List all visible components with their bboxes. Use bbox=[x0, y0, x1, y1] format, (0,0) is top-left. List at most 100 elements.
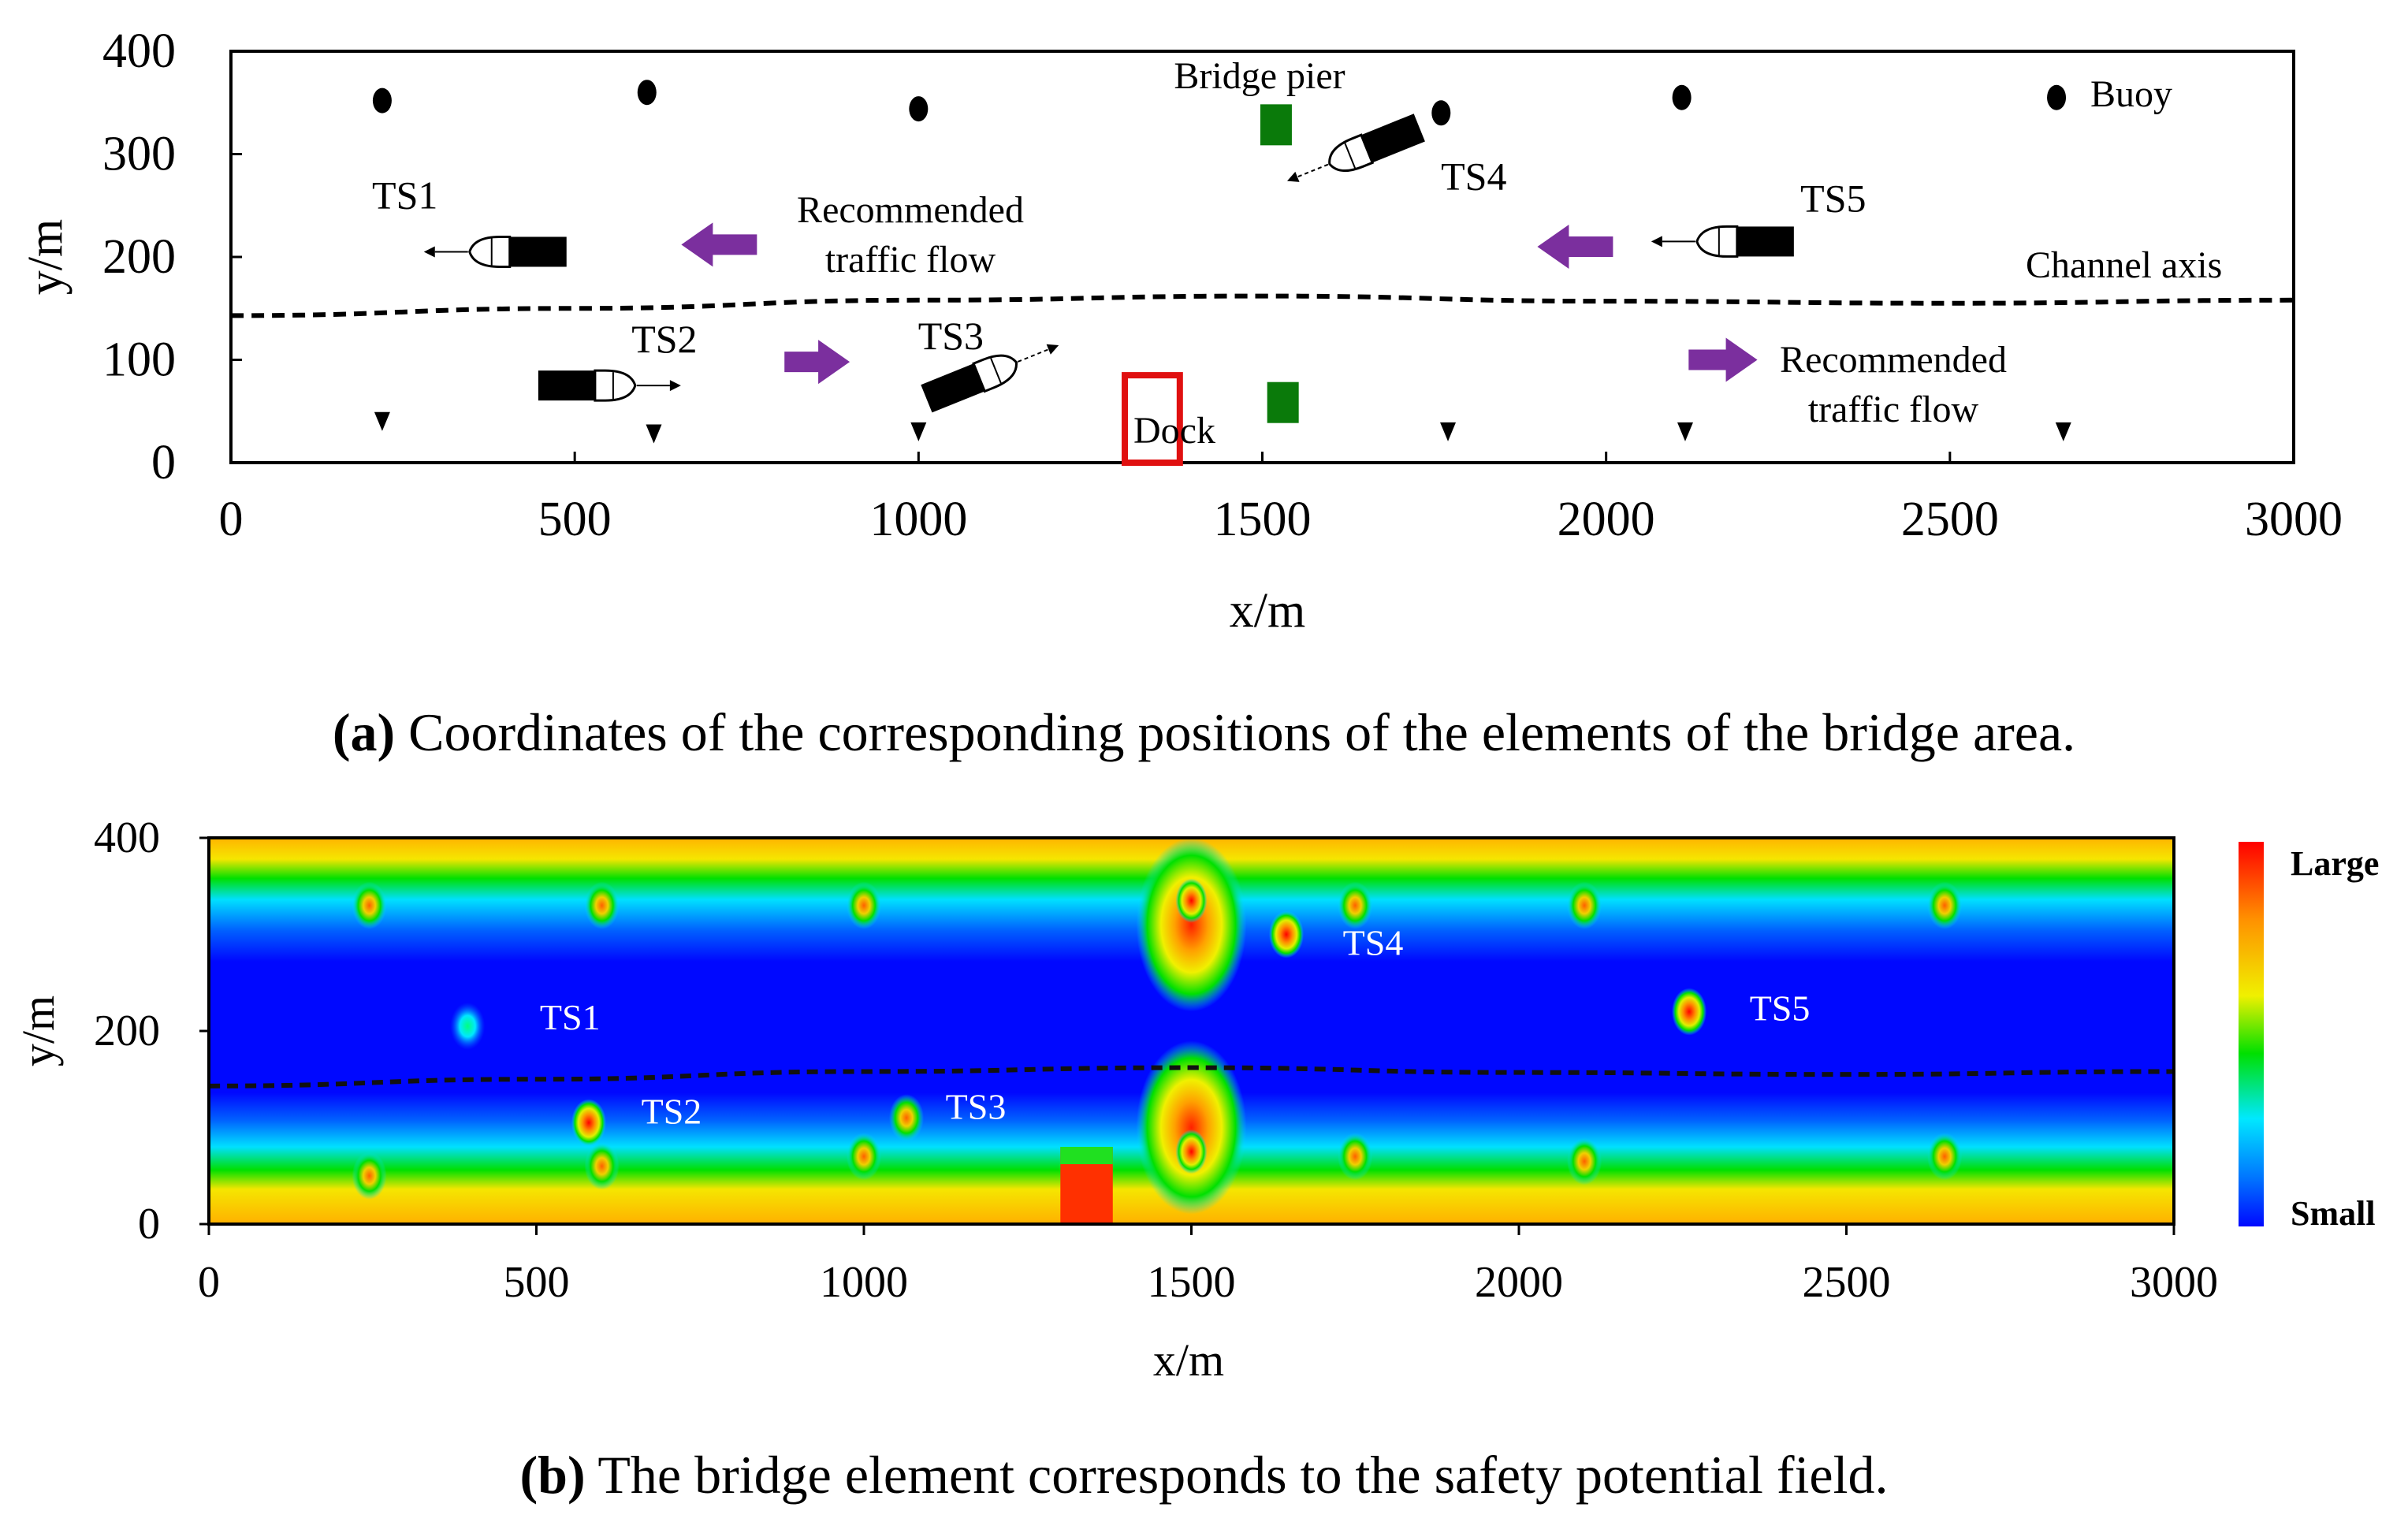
ship-label-b: TS3 bbox=[946, 1086, 1007, 1126]
x-tick-label-b: 1000 bbox=[820, 1258, 908, 1307]
buoy-hotspot bbox=[1338, 881, 1373, 929]
buoy-hotspot bbox=[1927, 1133, 1963, 1181]
recommended-flow-lower-line1: Recommended bbox=[1780, 339, 2007, 381]
y-tick-label-b: 400 bbox=[94, 813, 160, 862]
caption-a-letter: (a) bbox=[332, 702, 396, 762]
panel-a-chart: 0 500 1000 1500 2000 2500 3000 0 100 200 300 400 TS… bbox=[19, 24, 2343, 638]
y-tick-label-a: 400 bbox=[102, 24, 176, 78]
ship-heading-arrowhead bbox=[669, 380, 681, 392]
y-tick-label-a: 100 bbox=[102, 333, 176, 387]
x-tick-label-a: 3000 bbox=[2245, 493, 2343, 546]
ship-bow-line bbox=[1344, 143, 1357, 169]
channel-axis-line-b bbox=[209, 1065, 2174, 1089]
caption-b-text: The bridge element corresponds to the sa… bbox=[597, 1445, 1889, 1505]
buoy-triangle bbox=[646, 424, 662, 444]
buoy-hotspot bbox=[1338, 1133, 1373, 1181]
y-tick-label-a: 0 bbox=[151, 436, 176, 489]
ship-hotspot-ts5 bbox=[1672, 988, 1707, 1036]
ship-hull bbox=[509, 236, 567, 267]
buoy-hotspot bbox=[1567, 1137, 1602, 1185]
bridge-pier-label: Bridge pier bbox=[1174, 55, 1345, 97]
ship-bow bbox=[1695, 225, 1739, 258]
ship-heading-arrowhead bbox=[1046, 344, 1059, 355]
ship-bow-line bbox=[990, 358, 1002, 384]
buoy-triangle bbox=[910, 422, 927, 441]
x-tick-label-b: 3000 bbox=[2130, 1258, 2218, 1307]
ship-bow bbox=[468, 235, 512, 268]
panel-a-ships: TS1 TS2 TS3 TS4 TS5 bbox=[372, 114, 1866, 413]
caption-a: (a) Coordinates of the corresponding pos… bbox=[0, 702, 2408, 764]
ship-heading-line bbox=[1017, 348, 1049, 363]
ship-label: TS1 bbox=[372, 173, 437, 217]
buoy-hotspot bbox=[1567, 881, 1602, 929]
ship-heading-arrowhead bbox=[1286, 171, 1300, 182]
x-tick-label-b: 500 bbox=[504, 1258, 570, 1307]
recommended-flow-lower-line2: traffic flow bbox=[1808, 389, 1979, 430]
panel-b-axes: 0 500 1000 1500 2000 2500 3000 0 200 400 bbox=[94, 813, 2218, 1307]
caption-a-text: Coordinates of the corresponding positio… bbox=[408, 702, 2076, 762]
buoy-hotspot bbox=[352, 1152, 387, 1200]
caption-b-letter: (b) bbox=[519, 1445, 586, 1505]
ship-heading-arrowhead bbox=[423, 246, 435, 258]
buoy-triangle bbox=[2055, 422, 2071, 441]
x-axis-label-b: x/m bbox=[1153, 1334, 1224, 1386]
ship-heading-line bbox=[1297, 163, 1329, 178]
ship-label-b: TS1 bbox=[540, 997, 601, 1037]
buoy-marker bbox=[1431, 100, 1451, 126]
buoy-hotspot bbox=[1927, 881, 1963, 929]
recommended-flow-arrow bbox=[1688, 337, 1758, 382]
y-tick-label-b: 200 bbox=[94, 1007, 160, 1055]
buoy-marker bbox=[372, 87, 392, 114]
x-tick-label-a: 2000 bbox=[1558, 493, 1655, 546]
ship-heading-arrowhead bbox=[1651, 236, 1662, 247]
pier-field-upper bbox=[1136, 838, 1247, 1012]
buoy-marker bbox=[909, 96, 929, 122]
x-axis-label-a: x/m bbox=[1230, 584, 1305, 638]
ship-label: TS2 bbox=[631, 317, 697, 361]
x-tick-label-a: 2500 bbox=[1901, 493, 1999, 546]
y-tick-label-a: 300 bbox=[102, 128, 176, 181]
x-tick-label-b: 2500 bbox=[1803, 1258, 1891, 1307]
buoy-hotspot bbox=[352, 881, 387, 929]
ship-label: TS4 bbox=[1441, 154, 1506, 198]
x-tick-label-b: 1500 bbox=[1148, 1258, 1236, 1307]
y-axis-label-b: y/m bbox=[13, 996, 64, 1066]
x-tick-label-a: 1500 bbox=[1214, 493, 1312, 546]
buoy-hotspot bbox=[847, 881, 881, 929]
ship-hotspot-ts2 bbox=[571, 1099, 606, 1147]
buoy-triangle bbox=[1677, 422, 1693, 441]
y-tick-label-a: 200 bbox=[102, 230, 176, 284]
panel-a-buoys bbox=[372, 80, 2071, 444]
x-tick-label-a: 0 bbox=[219, 493, 244, 546]
ship-label: TS5 bbox=[1800, 176, 1866, 220]
ship-ts4 bbox=[1286, 114, 1425, 182]
channel-axis-label: Channel axis bbox=[2026, 244, 2222, 286]
panel-a-bridge-piers bbox=[1260, 104, 1299, 423]
buoy-triangle bbox=[1440, 422, 1457, 441]
ship-hotspot-ts1 bbox=[450, 1002, 486, 1050]
y-axis-label-a: y/m bbox=[19, 219, 73, 295]
ship-ts2 bbox=[538, 369, 681, 402]
buoy-marker bbox=[2047, 84, 2067, 110]
ship-ts3 bbox=[921, 344, 1059, 413]
recommended-flow-upper-line1: Recommended bbox=[797, 189, 1024, 231]
ship-bow bbox=[594, 369, 637, 402]
colorbar-large-label: Large bbox=[2291, 844, 2379, 883]
pier-hotspot bbox=[1175, 878, 1208, 923]
caption-b: (b) The bridge element corresponds to th… bbox=[0, 1444, 2408, 1506]
x-tick-label-b: 0 bbox=[198, 1258, 220, 1307]
x-tick-label-b: 2000 bbox=[1475, 1258, 1563, 1307]
ship-ts1 bbox=[423, 235, 567, 268]
ship-bow bbox=[1328, 133, 1375, 172]
ship-hull bbox=[1736, 226, 1794, 257]
panel-a-flow-arrows bbox=[681, 222, 1758, 385]
colorbar-small-label: Small bbox=[2291, 1194, 2376, 1233]
bridge-pier bbox=[1260, 104, 1292, 146]
pier-field-lower bbox=[1136, 1040, 1247, 1215]
buoy-marker bbox=[637, 80, 657, 106]
ship-hotspot-ts3 bbox=[889, 1094, 925, 1142]
x-tick-label-a: 1000 bbox=[869, 493, 967, 546]
ship-bow bbox=[972, 354, 1018, 393]
